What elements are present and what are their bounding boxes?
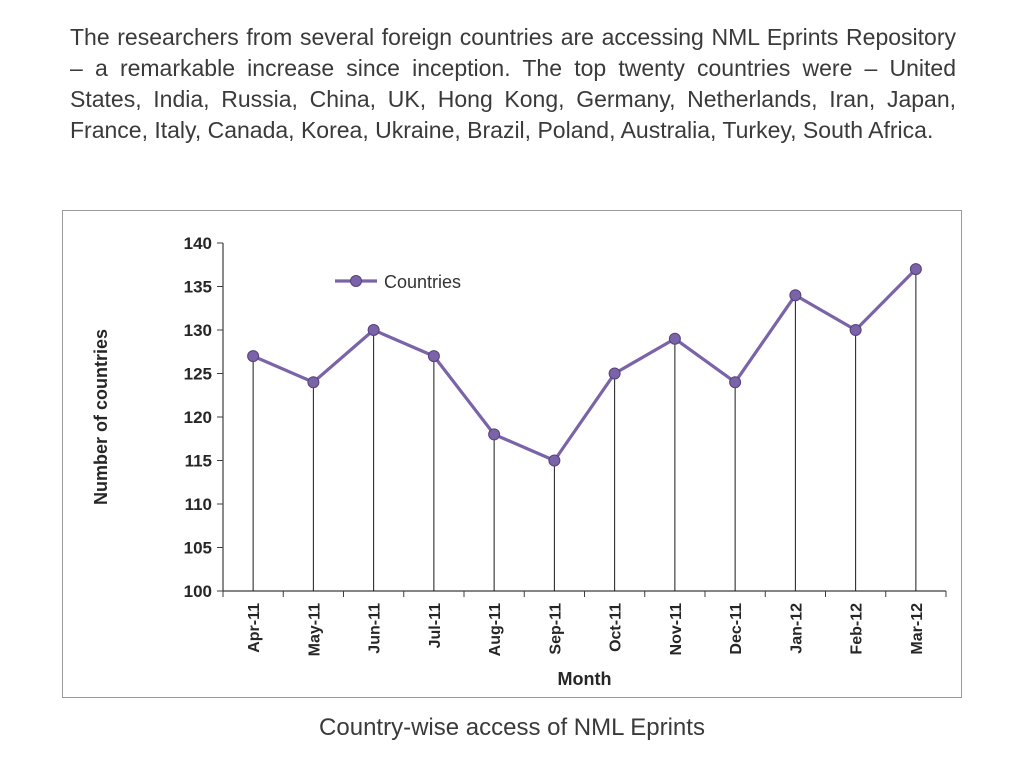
intro-paragraph: The researchers from several foreign cou…	[70, 24, 956, 143]
y-tick-label: 100	[184, 582, 212, 601]
line-chart-svg: 100 105 110 115 120 125 130 135 140 Apr-11 May-11 J…	[91, 234, 947, 689]
legend-marker	[350, 275, 362, 287]
x-tick-label: Aug-11	[487, 603, 504, 656]
x-tick-label: Feb-12	[849, 603, 866, 655]
y-tick-label: 135	[184, 278, 212, 297]
x-axis-title: Month	[558, 669, 612, 689]
data-point-marker	[909, 263, 922, 276]
data-point-marker	[608, 367, 621, 380]
y-tick-label: 120	[184, 408, 212, 427]
data-point-marker	[247, 350, 260, 363]
x-tick-label: Oct-11	[608, 603, 625, 652]
y-tick-label: 130	[184, 321, 212, 340]
data-point-marker	[488, 428, 501, 441]
x-tick-label: Nov-11	[668, 603, 685, 656]
data-point-marker	[668, 332, 681, 345]
legend-label: Countries	[384, 272, 461, 292]
y-tick-label: 105	[184, 539, 212, 558]
chart-frame: 100 105 110 115 120 125 130 135 140 Apr-11 May-11 J…	[62, 210, 962, 698]
y-tick-label: 115	[185, 452, 212, 471]
x-tick-label: May-11	[306, 603, 323, 656]
x-tick-label: Jul-11	[427, 603, 444, 648]
x-tick-label: Dec-11	[728, 603, 745, 655]
figure-caption: Country-wise access of NML Eprints	[319, 714, 705, 741]
x-tick-label: Jan-12	[788, 603, 805, 654]
y-tick-label: 125	[184, 365, 212, 384]
data-point-marker	[548, 454, 561, 467]
data-point-marker	[789, 289, 802, 302]
y-axis-title: Number of countries	[91, 329, 111, 505]
data-point-marker	[367, 324, 380, 336]
x-tick-label: Mar-12	[909, 603, 926, 655]
series-line	[251, 267, 918, 463]
y-tick-label: 110	[185, 495, 212, 514]
data-point-marker	[427, 350, 440, 363]
y-tick-label: 140	[184, 234, 212, 253]
x-tick-label: Sep-11	[547, 603, 564, 655]
x-tick-label: Apr-11	[246, 603, 263, 653]
data-point-marker	[729, 376, 742, 389]
data-point-marker	[849, 324, 862, 336]
data-point-marker	[307, 376, 320, 389]
x-tick-label: Jun-11	[367, 603, 384, 654]
